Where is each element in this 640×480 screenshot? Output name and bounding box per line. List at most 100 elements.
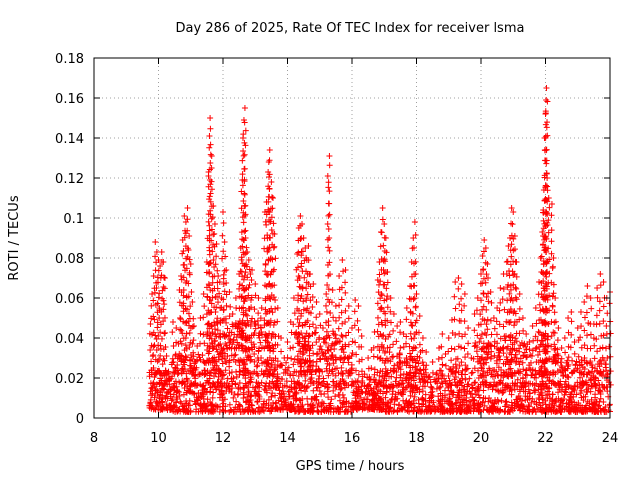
data-point [378,291,385,298]
data-point [263,380,270,387]
data-point [493,357,500,364]
data-point [189,299,196,305]
data-point [543,97,550,103]
data-point [422,378,429,385]
data-point [170,383,177,390]
data-point [215,379,222,386]
data-point [226,289,233,295]
data-point [433,371,440,378]
data-point [439,361,446,368]
data-point [593,336,600,343]
data-point [179,365,186,372]
data-point [550,290,557,297]
data-point [210,367,217,374]
data-point [241,190,248,197]
data-point [244,274,251,281]
data-point [578,408,585,415]
data-point [173,325,180,331]
data-point [378,395,385,402]
data-point [211,322,218,329]
data-point [400,344,407,351]
data-point [161,330,168,337]
data-point [170,319,177,325]
data-point [544,175,551,181]
data-point [214,267,221,274]
data-point [193,406,200,413]
data-point [590,401,597,408]
data-point [267,283,274,290]
data-point [577,334,584,341]
y-axis-label: ROTI / TECUs [7,195,22,280]
data-point [453,382,460,389]
data-point [416,376,423,383]
data-point [515,403,522,410]
data-point [207,115,214,121]
data-point [542,183,549,190]
data-point [342,279,349,286]
data-point [437,408,444,415]
data-point [604,310,611,317]
data-point [438,343,445,350]
data-point [255,380,262,387]
data-point [151,394,158,401]
data-point [184,306,191,313]
data-point [544,187,551,194]
data-point [558,369,565,376]
data-point [565,315,572,321]
data-point [223,267,230,273]
data-point [378,292,385,299]
data-point [248,294,255,301]
data-point [517,370,524,377]
data-point [159,406,166,413]
data-point [307,376,314,383]
data-point [448,368,455,375]
data-point [499,387,506,394]
data-point [240,148,247,154]
data-point [387,367,394,374]
x-tick-label: 14 [279,431,296,446]
data-point [366,375,373,382]
data-point [429,385,436,392]
data-point [368,401,375,408]
data-point [150,313,157,320]
data-point [513,285,520,292]
data-point [454,381,461,388]
data-point [562,378,569,385]
data-point [349,404,356,411]
data-point [326,153,333,159]
data-point [242,235,249,241]
data-point [549,303,556,310]
data-point [267,385,274,392]
data-point [419,396,426,403]
data-point [248,356,255,363]
data-point [339,333,346,340]
data-point [380,242,387,249]
data-point [548,238,555,245]
data-point [480,381,487,388]
data-point [513,296,520,303]
data-point [564,365,571,372]
data-point [188,289,195,296]
data-point [493,381,500,388]
data-point [538,392,545,399]
data-point [185,310,192,317]
data-point [265,360,272,367]
data-point [399,391,406,398]
data-point [323,308,330,315]
data-point [349,381,356,388]
data-point [351,322,358,329]
data-point [160,259,167,265]
data-point [450,391,457,398]
data-point [165,388,172,395]
data-point [483,349,490,356]
data-point [184,205,191,211]
data-point [352,297,359,303]
data-point [329,328,336,335]
data-point [280,370,287,377]
data-point [548,227,555,234]
data-point [586,370,593,377]
data-point [274,318,281,325]
data-point [364,374,371,381]
data-point [546,384,553,391]
